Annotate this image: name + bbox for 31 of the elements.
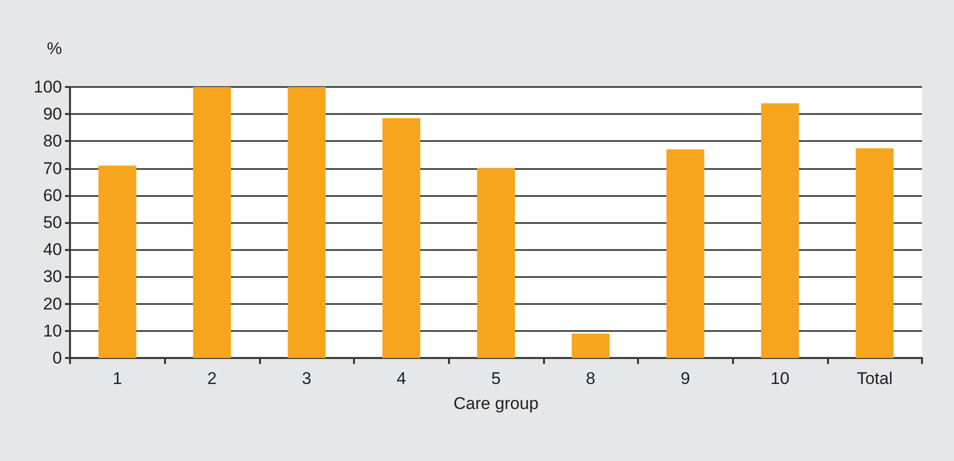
y-tick-label: 0 bbox=[52, 348, 62, 368]
bar bbox=[666, 149, 704, 358]
bar bbox=[572, 334, 610, 358]
y-tick-label: 60 bbox=[43, 186, 62, 205]
y-tick-label: 40 bbox=[43, 240, 62, 260]
y-tick-label: 90 bbox=[43, 104, 62, 124]
y-tick-label: 50 bbox=[43, 213, 62, 232]
x-tick-label: 8 bbox=[586, 369, 596, 388]
x-tick-label: Total bbox=[856, 369, 893, 388]
y-tick-label: 10 bbox=[43, 321, 62, 340]
x-tick-label: 10 bbox=[770, 369, 790, 388]
y-tick-label: 20 bbox=[43, 294, 62, 314]
bar bbox=[477, 168, 515, 358]
bar bbox=[382, 118, 420, 358]
y-tick-label: 70 bbox=[43, 158, 62, 178]
x-tick-label: 1 bbox=[112, 369, 122, 388]
x-axis-title: Care group bbox=[453, 394, 539, 413]
bar bbox=[193, 87, 231, 358]
x-tick-label: 3 bbox=[302, 369, 312, 388]
x-tick-label: 5 bbox=[491, 369, 501, 388]
y-tick-label: 30 bbox=[43, 267, 62, 286]
x-tick-label: 9 bbox=[680, 369, 690, 388]
bar bbox=[98, 166, 136, 358]
x-tick-label: 2 bbox=[207, 369, 217, 388]
bar bbox=[761, 103, 799, 358]
x-tick-label: 4 bbox=[396, 369, 406, 388]
bar bbox=[288, 87, 326, 358]
bar bbox=[856, 148, 894, 358]
y-tick-label: 80 bbox=[43, 132, 62, 151]
y-axis-title: % bbox=[46, 39, 62, 58]
y-tick-label: 100 bbox=[34, 78, 62, 96]
